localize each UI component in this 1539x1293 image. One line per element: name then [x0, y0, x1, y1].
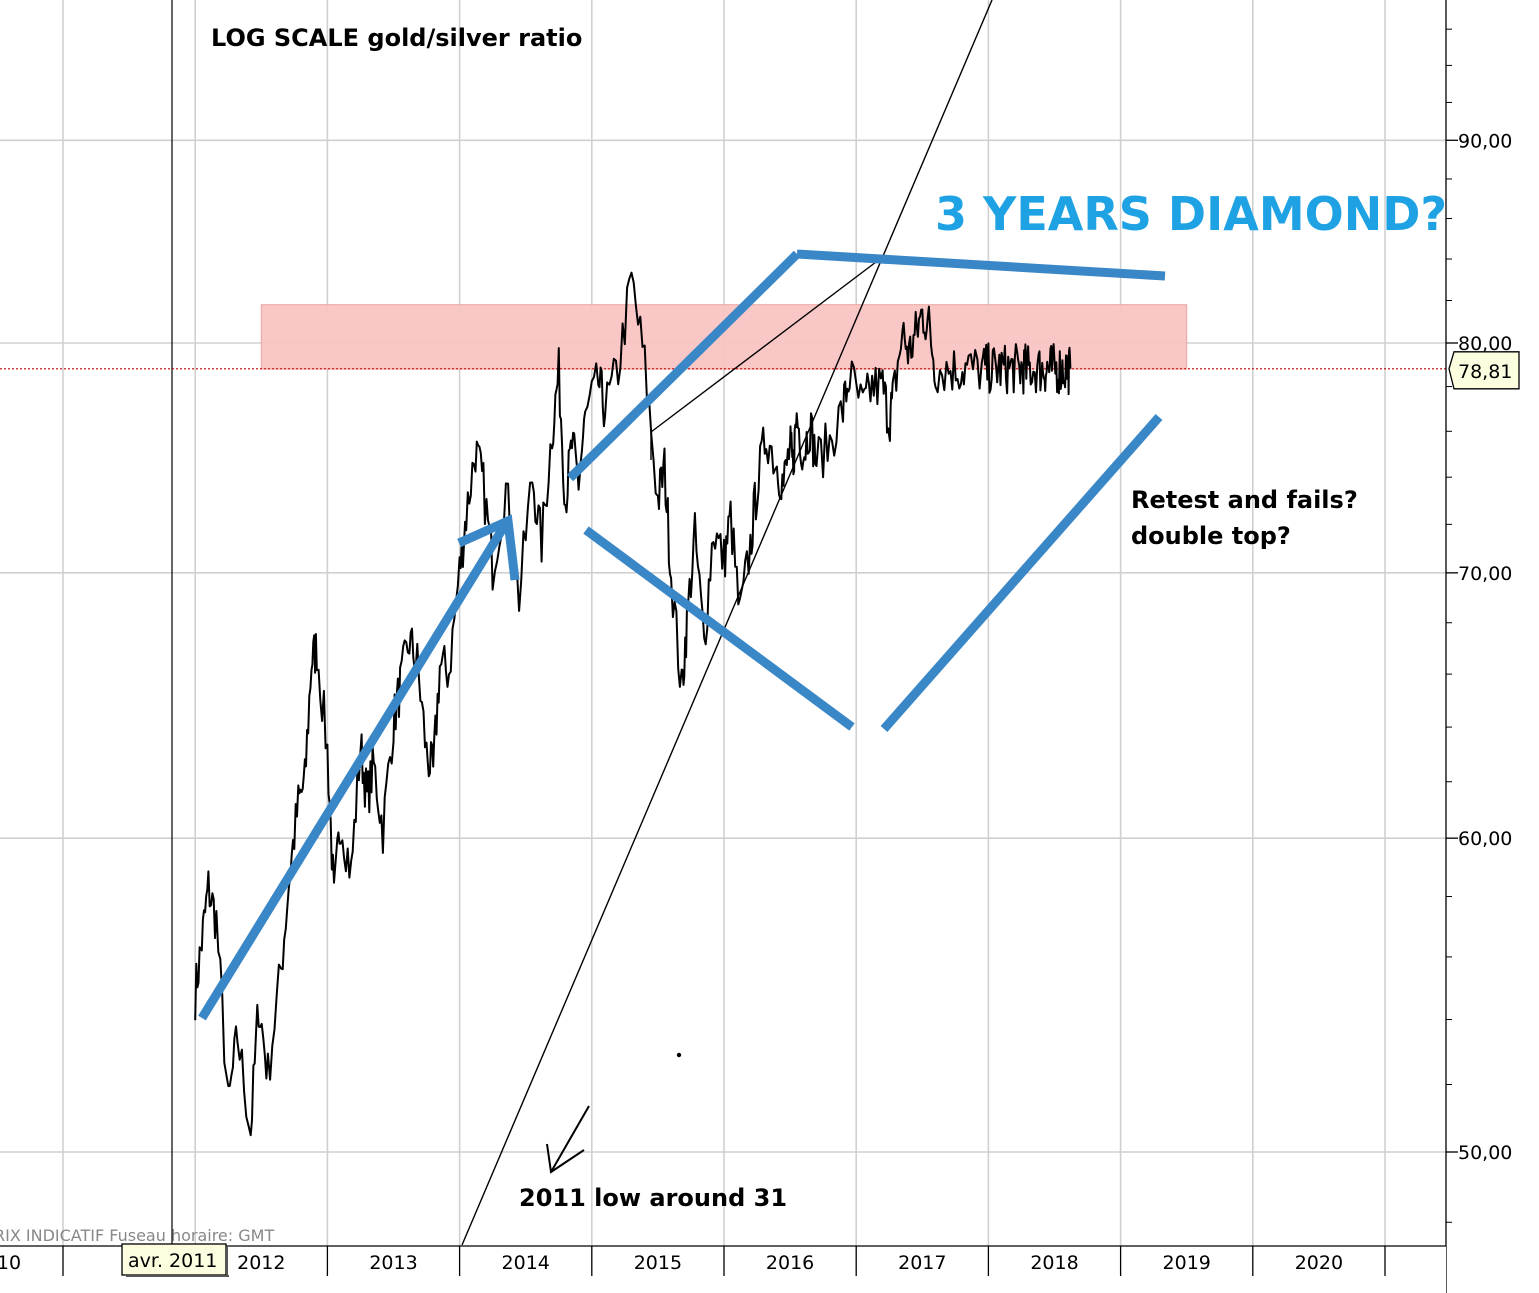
chart-title: LOG SCALE gold/silver ratio [211, 24, 582, 52]
vertical-gridlines [62, 0, 1386, 1246]
diamond-top-edge [796, 249, 1166, 281]
y-tick-label: 70,00 [1458, 563, 1512, 585]
x-axis: 2010 2012 2013 2014 2015 2016 2017 2018 2019 2020 [0, 1245, 1446, 1293]
x-tick-label: 2015 [634, 1252, 682, 1274]
y-tick-label: 60,00 [1458, 828, 1512, 850]
x-tick-label: 2018 [1030, 1252, 1078, 1274]
hand-drawn-arrow-shaft [550, 1105, 590, 1173]
diamond-pattern [566, 249, 1166, 732]
x-tick-label: 2010 [0, 1252, 21, 1274]
hand-drawn-arrow-head [546, 1143, 585, 1174]
x-tick-label: 2019 [1163, 1252, 1211, 1274]
y-tick-label: 90,00 [1458, 130, 1512, 152]
cursor-date-tag: avr. 2011 [121, 1243, 229, 1277]
x-tick-label: 2020 [1295, 1252, 1343, 1274]
x-tick-label: 2012 [237, 1252, 285, 1274]
uptrend-arrow [198, 514, 520, 1021]
cursor-date-tag-box [121, 1243, 227, 1276]
x-axis-ticks: 2010 2012 2013 2014 2015 2016 2017 2018 2019 2020 [0, 1246, 1386, 1276]
y-tick-label: 50,00 [1458, 1142, 1512, 1164]
y-axis-minor-ticks [1446, 28, 1452, 1223]
ratio-series-line [194, 271, 1072, 1137]
diamond-lower-left-edge [583, 526, 855, 731]
cursor-date-label: avr. 2011 [128, 1250, 217, 1272]
resistance-zone [260, 304, 1188, 370]
uptrend-arrow-head [457, 514, 520, 581]
hand-drawn-arrow [546, 1105, 590, 1174]
x-tick-label: 2013 [369, 1252, 417, 1274]
upper-thin-trendline [650, 261, 877, 433]
diamond-label: 3 YEARS DIAMOND? [935, 187, 1447, 241]
footer-info-text: RIX INDICATIF Fuseau horaire: GMT [0, 1226, 274, 1245]
diamond-lower-right-edge [880, 414, 1163, 732]
last-value-tag-box [1448, 351, 1520, 390]
x-tick-label: 2016 [766, 1252, 814, 1274]
y-tick-label: 80,00 [1458, 333, 1512, 355]
y-axis: 50,00 60,00 70,00 80,00 90,00 [1445, 0, 1512, 1293]
x-tick-label: 2014 [502, 1252, 550, 1274]
x-axis-band [0, 1246, 1446, 1293]
x-tick-label: 2017 [898, 1252, 946, 1274]
retest-note-line2: double top? [1131, 522, 1291, 550]
last-value-label: 78,81 [1458, 361, 1512, 383]
y-axis-major-ticks: 50,00 60,00 70,00 80,00 90,00 [1446, 130, 1512, 1164]
uptrend-arrow-shaft [198, 517, 512, 1021]
stray-dot [676, 1052, 682, 1058]
retest-note-line1: Retest and fails? [1131, 486, 1358, 514]
diamond-upper-left-edge [566, 250, 801, 482]
low-note: 2011 low around 31 [519, 1184, 787, 1212]
long-term-trendline [461, 0, 993, 1246]
last-value-tag: 78,81 [1448, 351, 1520, 390]
